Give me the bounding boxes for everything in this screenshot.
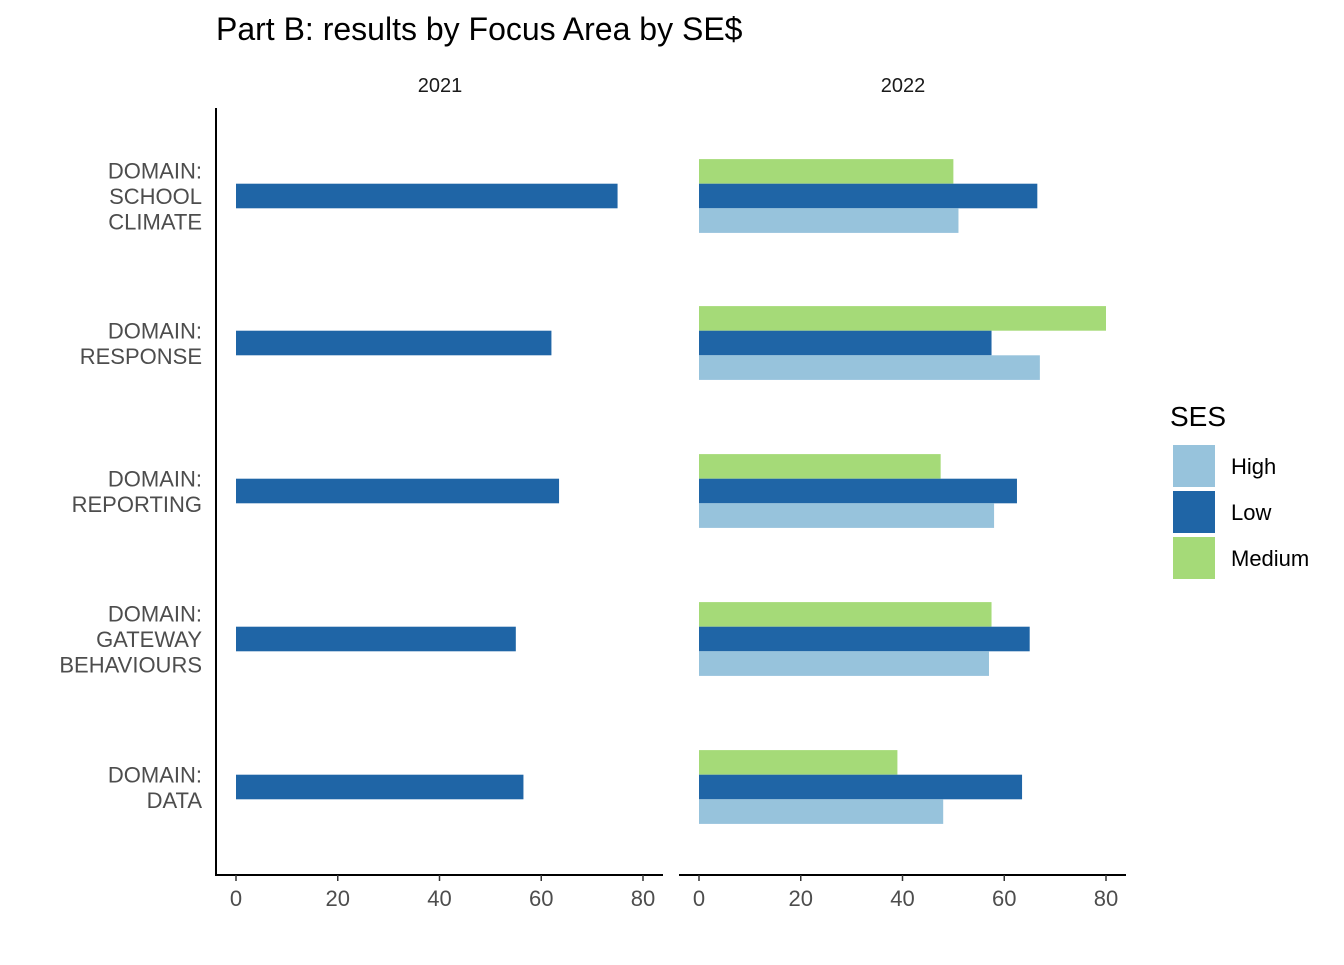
bar-low xyxy=(236,330,552,356)
y-tick-label-line: REPORTING xyxy=(72,492,202,517)
y-tick-label-line: DOMAIN: xyxy=(108,762,202,787)
legend-label: Low xyxy=(1231,500,1271,525)
facet-label: 2022 xyxy=(881,75,926,97)
bar-low xyxy=(699,774,1023,800)
bar-low xyxy=(236,774,524,800)
bar-high xyxy=(699,503,995,528)
x-tick-label: 60 xyxy=(529,886,553,911)
y-tick-label-line: RESPONSE xyxy=(80,344,202,369)
legend-label: Medium xyxy=(1231,546,1309,571)
x-tick-label: 0 xyxy=(693,886,705,911)
legend-key-medium xyxy=(1173,537,1215,579)
y-tick-label-line: GATEWAY xyxy=(96,627,202,652)
bar-high xyxy=(699,651,989,676)
bar-low xyxy=(236,478,560,504)
y-tick-label-line: BEHAVIOURS xyxy=(59,653,202,678)
y-tick-label-line: DOMAIN: xyxy=(108,466,202,491)
bar-low xyxy=(236,626,516,652)
bar-low xyxy=(699,183,1038,209)
bar-medium xyxy=(699,454,941,479)
y-tick-label-line: DOMAIN: xyxy=(108,602,202,627)
y-tick-label: DOMAIN: SCHOOL CLIMATE xyxy=(108,159,202,235)
bar-medium xyxy=(699,306,1106,331)
bar-high xyxy=(699,208,959,233)
bar-high xyxy=(699,355,1040,380)
x-tick-label: 80 xyxy=(1094,886,1118,911)
legend-label: High xyxy=(1231,454,1276,479)
legend-key-high xyxy=(1173,445,1215,487)
facet-label: 2021 xyxy=(418,75,463,97)
y-tick-label-line: CLIMATE xyxy=(108,210,202,235)
bar-low xyxy=(699,330,992,356)
bar-low xyxy=(699,626,1030,652)
bar-medium xyxy=(699,750,898,775)
x-tick-label: 20 xyxy=(326,886,350,911)
legend-key-low xyxy=(1173,491,1215,533)
bar-high xyxy=(699,799,944,824)
x-tick-label: 0 xyxy=(230,886,242,911)
legend-title: SES xyxy=(1170,401,1226,432)
y-tick-label-line: DATA xyxy=(147,788,203,813)
y-tick-label-line: DOMAIN: xyxy=(108,318,202,343)
bar-low xyxy=(236,183,618,209)
x-tick-label: 40 xyxy=(427,886,451,911)
x-tick-label: 60 xyxy=(992,886,1016,911)
x-tick-label: 40 xyxy=(890,886,914,911)
y-tick-label: DOMAIN: REPORTING xyxy=(72,466,202,517)
chart-title: Part B: results by Focus Area by SE$ xyxy=(216,11,743,47)
y-tick-label-line: DOMAIN: xyxy=(108,159,202,184)
x-tick-label: 20 xyxy=(789,886,813,911)
y-tick-label: DOMAIN: GATEWAY BEHAVIOURS xyxy=(59,602,202,678)
x-tick-label: 80 xyxy=(631,886,655,911)
y-tick-label: DOMAIN: DATA xyxy=(108,762,202,813)
bar-medium xyxy=(699,159,954,184)
y-tick-label-line: SCHOOL xyxy=(109,184,202,209)
y-tick-label: DOMAIN: RESPONSE xyxy=(80,318,202,369)
bar-medium xyxy=(699,602,992,627)
bar-low xyxy=(699,478,1017,504)
